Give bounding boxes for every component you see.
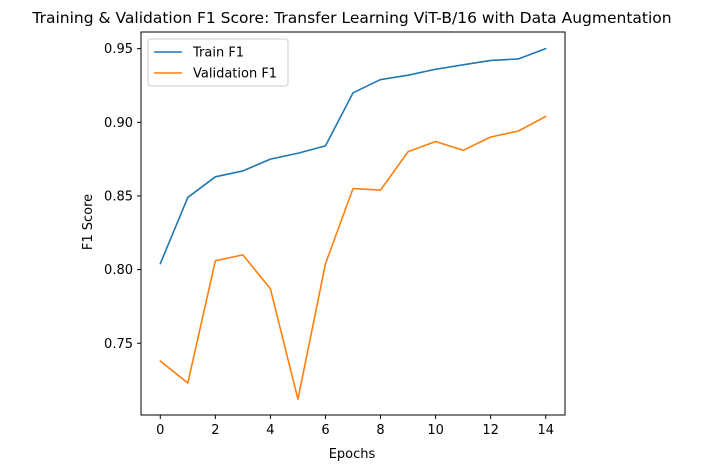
y-tick-label: 0.90 [104,116,133,131]
series-line-train-f1 [159,47,547,265]
x-tick-label: 12 [482,423,499,438]
y-axis-label: F1 Score [81,194,96,250]
x-tick-label: 4 [266,423,274,438]
x-axis-label: Epochs [329,447,376,462]
x-tick-label: 6 [321,423,329,438]
y-axis: 0.75 0.80 0.85 0.90 0.95 [104,42,141,352]
legend-label: Validation F1 [193,67,277,82]
x-tick-label: 14 [537,423,554,438]
y-tick-label: 0.95 [104,42,133,57]
chart-title: Training & Validation F1 Score: Transfer… [31,9,671,27]
x-tick-label: 10 [427,423,444,438]
x-tick-label: 2 [211,423,219,438]
x-axis: 0 2 4 6 8 10 12 14 [156,415,554,438]
y-tick-label: 0.80 [104,263,133,278]
x-tick-label: 0 [156,423,164,438]
legend: Train F1 Validation F1 [147,38,289,87]
legend-box [147,38,289,87]
y-tick-label: 0.85 [104,189,133,204]
x-tick-label: 8 [376,423,384,438]
plot-area [140,31,566,416]
y-tick-label: 0.75 [104,337,133,352]
legend-label: Train F1 [192,46,244,61]
series-layer [159,47,547,401]
series-line-validation-f1 [159,115,547,401]
plot-frame [140,31,566,416]
